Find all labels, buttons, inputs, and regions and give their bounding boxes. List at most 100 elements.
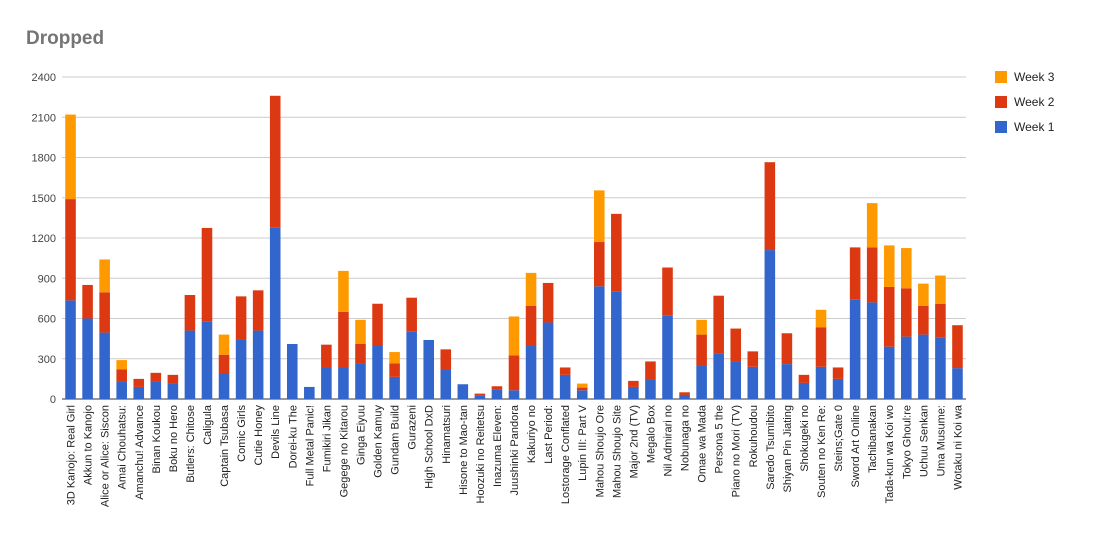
x-category-label: Sword Art Online	[850, 405, 862, 488]
bar-week-3	[576, 383, 588, 388]
bar-week-1	[559, 374, 571, 399]
y-tick-label: 0	[50, 394, 56, 406]
bar-week-2	[99, 292, 110, 333]
bar-week-1	[235, 339, 247, 399]
bar-week-1	[918, 334, 929, 399]
bar-week-1	[832, 378, 844, 399]
bar-week-2	[184, 295, 196, 331]
bar-week-2	[747, 351, 759, 367]
x-category-label: Alice or Alice: Siscon	[100, 405, 112, 507]
bar-week-1	[901, 336, 912, 399]
bar-week-1	[662, 315, 673, 399]
bar-week-1	[696, 365, 707, 399]
x-category-label: Tada-kun wa Koi wo	[884, 405, 896, 503]
x-category-label: Rokuhoudou	[748, 405, 760, 467]
bar-week-1	[798, 382, 810, 399]
x-category-label: Piano no Mori (TV)	[731, 405, 743, 497]
bar-week-3	[99, 259, 110, 293]
bar-week-3	[389, 352, 400, 364]
bar-week-2	[645, 361, 656, 380]
x-category-label: Butlers: Chitose	[185, 405, 197, 483]
bar-week-3	[918, 283, 929, 306]
x-category-label: Souten no Ken Re:	[816, 405, 828, 498]
legend-swatch	[995, 96, 1007, 108]
bar-week-1	[269, 227, 281, 399]
bar-week-1	[355, 363, 366, 399]
bar-week-1	[133, 386, 145, 399]
x-category-label: Amai Chouhatsu:	[117, 405, 129, 489]
x-category-label: High School DxD	[424, 405, 436, 489]
x-category-label: Akkun to Kanojo	[83, 405, 95, 485]
y-tick-label: 1500	[32, 193, 56, 205]
bar-week-1	[406, 331, 417, 399]
y-tick-label: 600	[38, 314, 56, 326]
x-category-label: Full Metal Panic!	[304, 405, 316, 486]
x-category-label: Dorei-ku The	[287, 405, 299, 468]
y-tick-label: 900	[38, 273, 56, 285]
bar-week-1	[815, 366, 827, 399]
bar-week-3	[338, 270, 349, 312]
bar-week-1	[218, 373, 230, 399]
y-tick-label: 1200	[32, 233, 56, 245]
bar-week-1	[82, 318, 93, 399]
bar-week-2	[525, 305, 537, 347]
bar-week-2	[116, 369, 127, 382]
legend-label: Week 2	[1014, 95, 1055, 109]
bar-week-1	[440, 369, 452, 399]
bar-week-1	[423, 339, 435, 399]
bar-week-1	[935, 337, 946, 399]
bar-week-2	[82, 284, 93, 319]
bar-week-2	[389, 363, 400, 377]
x-category-label: Cutie Honey	[253, 405, 265, 466]
bar-week-2	[65, 199, 76, 301]
bar-week-3	[593, 190, 605, 243]
x-category-label: Lostorage Conflated	[560, 405, 572, 504]
legend-label: Week 3	[1014, 70, 1055, 84]
bar-week-1	[338, 367, 349, 399]
y-tick-label: 2400	[32, 72, 56, 84]
bar-week-1	[866, 302, 878, 399]
bar-week-1	[65, 300, 76, 399]
y-tick-label: 1800	[32, 153, 56, 165]
x-category-label: Captain Tsubasa	[219, 404, 231, 487]
chart-title: Dropped	[26, 28, 105, 49]
bar-week-2	[662, 267, 673, 316]
bar-week-1	[116, 381, 127, 399]
bar-week-2	[576, 387, 588, 391]
bar-week-2	[730, 328, 742, 362]
bar-week-1	[508, 390, 520, 399]
bar-week-1	[781, 364, 793, 399]
bar-week-2	[832, 367, 844, 379]
bar-week-2	[628, 380, 639, 387]
bar-week-2	[150, 372, 162, 382]
x-category-label: Hisone to Mao-tan	[458, 405, 470, 495]
bar-week-3	[901, 248, 912, 289]
bar-week-2	[798, 374, 810, 383]
x-category-label: Caligula	[202, 404, 214, 445]
x-category-label: Golden Kamuy	[373, 405, 385, 478]
bar-week-1	[628, 386, 639, 399]
x-category-label: Gundam Build	[390, 405, 402, 475]
bar-week-1	[611, 291, 622, 399]
bar-week-1	[576, 390, 588, 399]
bar-week-2	[167, 374, 179, 384]
bar-week-1	[730, 361, 742, 399]
bar-week-1	[184, 330, 196, 399]
x-category-label: Nil Admirari no	[663, 405, 675, 477]
bar-week-2	[406, 297, 417, 332]
bar-week-2	[781, 333, 793, 365]
bar-week-3	[935, 275, 946, 304]
bar-week-2	[696, 334, 707, 366]
bar-week-2	[593, 242, 605, 287]
bar-week-1	[747, 366, 759, 399]
x-category-label: Uchuu Senkan	[918, 405, 930, 477]
bar-week-2	[133, 378, 145, 387]
x-category-label: Hinamatsuri	[441, 405, 453, 464]
x-category-label: Gurazeni	[407, 405, 419, 450]
bar-week-1	[201, 321, 213, 399]
x-category-label: Uma Musume:	[935, 405, 947, 477]
bar-week-1	[593, 286, 605, 399]
bar-week-2	[918, 305, 929, 335]
bar-week-2	[355, 343, 366, 364]
